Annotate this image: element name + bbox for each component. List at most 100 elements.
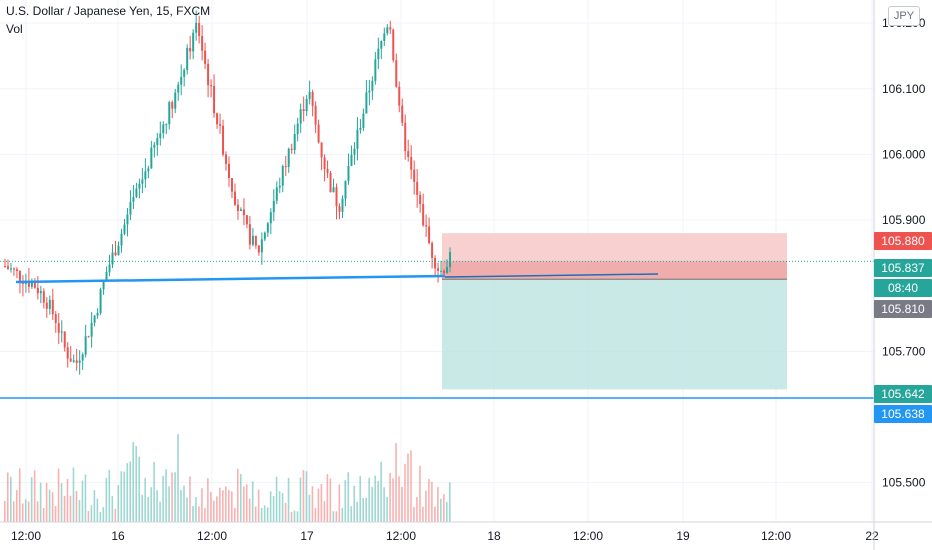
volume-bar	[150, 487, 152, 522]
volume-bar	[347, 472, 349, 522]
candle-body	[386, 27, 388, 33]
candle-body	[267, 223, 269, 232]
volume-bar	[258, 490, 260, 522]
volume-bar	[350, 506, 352, 522]
volume-bar	[294, 511, 296, 522]
candle-body	[144, 171, 146, 179]
candle-body	[276, 187, 278, 200]
volume-bar	[180, 490, 182, 522]
volume-bar	[115, 509, 117, 522]
candle-body	[195, 23, 197, 33]
volume-bar	[404, 464, 406, 522]
candle-body	[303, 109, 305, 111]
candle-body	[294, 134, 296, 150]
candle-body	[407, 151, 409, 157]
volume-bar	[252, 481, 254, 522]
volume-bar	[225, 486, 227, 522]
volume-bar	[213, 501, 215, 522]
volume-bar	[356, 502, 358, 522]
candle-body	[204, 51, 206, 64]
candle-body	[7, 266, 9, 269]
candle-body	[446, 267, 448, 273]
volume-bar	[25, 499, 27, 522]
candle-body	[91, 323, 93, 337]
volume-bar	[365, 498, 367, 522]
candle-body	[228, 164, 230, 178]
candle-body	[183, 70, 185, 77]
candle-body	[240, 209, 242, 211]
candle-body	[159, 133, 161, 138]
candle-body	[141, 179, 143, 183]
volume-bar	[276, 477, 278, 522]
candle-body	[353, 149, 355, 155]
volume-bar	[103, 507, 105, 522]
current-price-label: 105.837	[874, 259, 932, 277]
candle-body	[255, 236, 257, 246]
volume-bar	[422, 507, 424, 522]
volume-bar	[40, 483, 42, 522]
volume-bar	[374, 476, 376, 522]
time-tick-label: 16	[111, 529, 125, 543]
volume-bar	[240, 474, 242, 522]
volume-bar	[82, 481, 84, 522]
price-tick-label: 105.500	[882, 476, 926, 490]
candle-body	[341, 199, 343, 212]
price-tick-label: 105.900	[882, 213, 926, 227]
volume-bar	[407, 454, 409, 522]
volume-bar	[204, 508, 206, 522]
volume-bar	[300, 478, 302, 522]
volume-bar	[219, 488, 221, 522]
candle-body	[339, 206, 341, 212]
volume-bar	[186, 498, 188, 522]
volume-bar	[162, 476, 164, 522]
candle-body	[368, 91, 370, 93]
volume-bar	[446, 502, 448, 522]
volume-bar	[282, 493, 284, 522]
volume-bar	[91, 505, 93, 522]
candle-body	[315, 106, 317, 125]
candle-body	[34, 283, 36, 288]
volume-bar	[73, 467, 75, 522]
volume-bar	[147, 497, 149, 522]
candle-body	[306, 99, 308, 111]
volume-bar	[330, 478, 332, 522]
candle-body	[252, 236, 254, 245]
volume-bar	[70, 496, 72, 522]
candle-body	[425, 225, 427, 226]
candle-body	[162, 124, 164, 133]
candle-body	[82, 354, 84, 360]
target-price-label: 105.642	[874, 385, 932, 403]
candle-body	[243, 209, 245, 215]
candle-body	[40, 291, 42, 293]
volume-bar	[243, 486, 245, 522]
horizontal-line-price-label: 105.638	[874, 405, 932, 423]
volume-bar	[49, 490, 51, 522]
volume-bar	[16, 490, 18, 522]
volume-bar	[64, 496, 66, 522]
volume-bar	[85, 475, 87, 522]
candle-body	[285, 166, 287, 167]
volume-bar	[386, 497, 388, 522]
volume-bar	[431, 482, 433, 522]
volume-bar	[377, 481, 379, 522]
volume-bar	[201, 488, 203, 522]
time-tick-label: 12:00	[573, 529, 603, 543]
volume-bar	[344, 480, 346, 522]
position-tool[interactable]	[442, 233, 787, 389]
volume-bar	[112, 496, 114, 522]
volume-bar	[58, 468, 60, 522]
volume-indicator-label: Vol	[6, 22, 23, 36]
volume-bar	[123, 472, 125, 522]
candle-body	[288, 149, 290, 167]
volume-bar	[395, 443, 397, 522]
volume-bar	[321, 484, 323, 522]
volume-bar	[398, 476, 400, 522]
candle-body	[129, 202, 131, 215]
volume-bar	[371, 487, 373, 522]
volume-bar	[267, 507, 269, 522]
volume-bar	[353, 486, 355, 522]
currency-badge[interactable]: JPY	[888, 6, 920, 26]
volume-bar	[413, 507, 415, 522]
